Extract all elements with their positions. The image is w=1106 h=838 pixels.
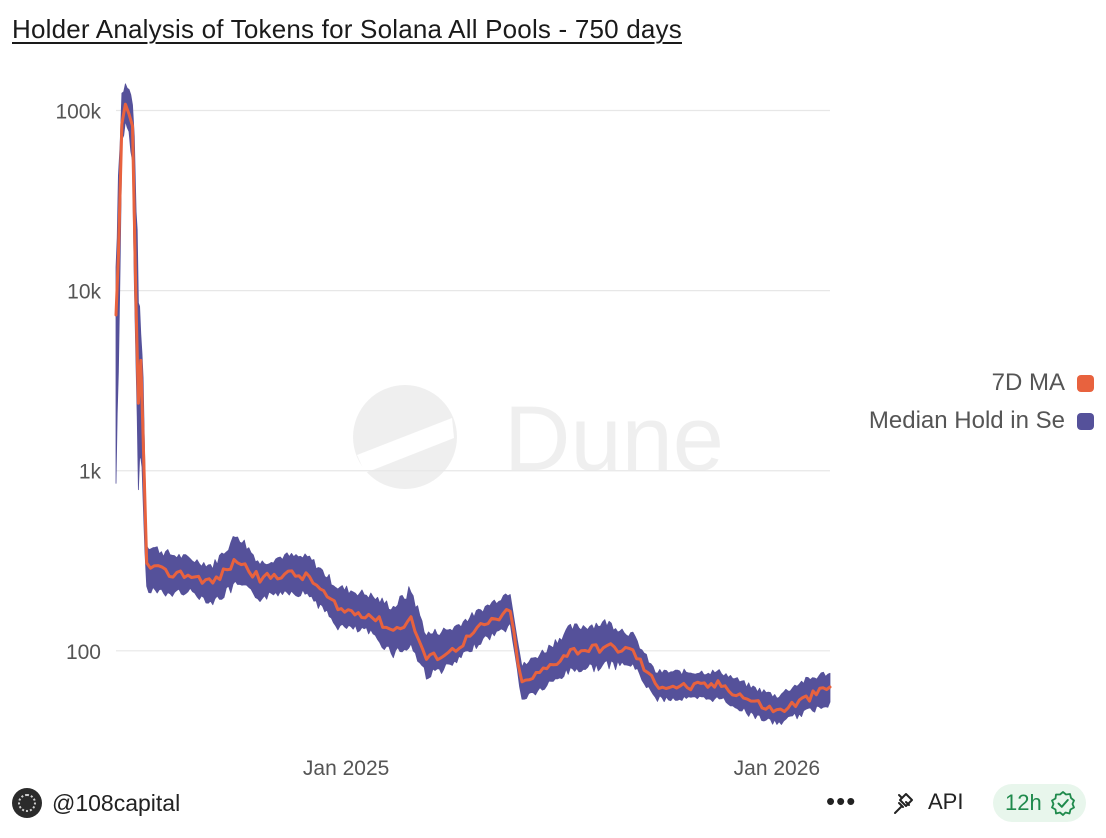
watermark-text: Dune — [504, 388, 724, 490]
verified-check-icon — [1050, 791, 1075, 816]
dune-logo-stripe — [357, 418, 454, 473]
legend-item-median-hold[interactable]: Median Hold in Se — [869, 402, 1094, 440]
y-tick-label: 100k — [55, 101, 101, 124]
plug-icon — [894, 793, 913, 814]
x-axis: Jan 2025 Jan 2026 — [303, 757, 820, 780]
legend-swatch-median-hold — [1077, 412, 1094, 430]
footer: @108capital ••• API 12h — [0, 782, 1106, 826]
more-menu-button[interactable]: ••• — [826, 786, 857, 816]
legend-label-median-hold: Median Hold in Se — [868, 407, 1065, 434]
series-median-hold[interactable] — [115, 83, 831, 725]
series-layer — [114, 83, 832, 725]
y-tick-label: 100 — [66, 641, 101, 664]
y-axis: 100 1k 10k 100k — [55, 101, 101, 664]
api-button[interactable]: API — [890, 788, 963, 816]
author-handle: @108capital — [52, 789, 181, 816]
x-tick-label: Jan 2025 — [303, 757, 389, 780]
refresh-interval: 12h — [1005, 790, 1042, 815]
legend: 7D MA Median Hold in Se — [869, 364, 1094, 440]
api-label: API — [928, 789, 964, 814]
series-7d-ma[interactable] — [114, 102, 832, 714]
gridlines — [116, 109, 830, 652]
y-tick-label: 10k — [67, 281, 101, 304]
author-link[interactable]: @108capital — [12, 788, 180, 818]
refresh-badge[interactable]: 12h — [993, 784, 1086, 822]
y-tick-label: 1k — [79, 461, 102, 484]
dune-watermark: Dune — [353, 385, 724, 490]
legend-label-7d-ma: 7D MA — [991, 369, 1065, 396]
x-tick-label: Jan 2026 — [734, 757, 820, 780]
legend-item-7d-ma[interactable]: 7D MA — [869, 364, 1094, 402]
avatar — [12, 788, 42, 818]
chart-canvas[interactable]: Dune 100 1k 10k 100k Jan 2025 Jan 2026 — [0, 0, 1106, 780]
chart-title: Holder Analysis of Tokens for Solana All… — [12, 14, 682, 44]
legend-swatch-7d-ma — [1077, 374, 1094, 392]
dune-logo-icon — [353, 385, 457, 489]
